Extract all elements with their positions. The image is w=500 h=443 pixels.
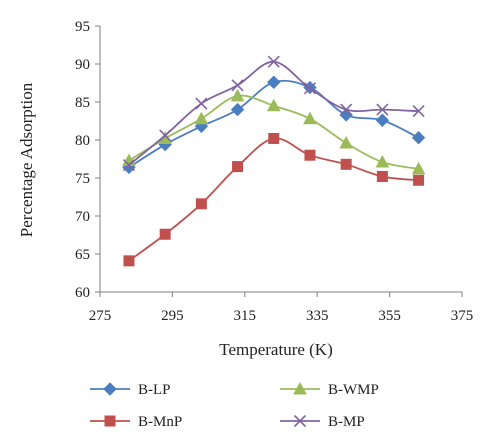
data-point <box>376 103 389 116</box>
axes <box>95 25 463 297</box>
data-point <box>375 113 390 127</box>
x-tick-label: 315 <box>234 308 257 324</box>
y-tick-label: 60 <box>75 285 90 301</box>
series-layer <box>122 55 426 267</box>
data-point <box>123 255 135 267</box>
data-point <box>195 198 207 210</box>
series-line <box>128 137 419 262</box>
x-axis-title: Temperature (K) <box>219 340 333 359</box>
legend-marker <box>104 415 116 427</box>
data-point <box>411 131 426 145</box>
data-point <box>413 174 425 186</box>
data-point <box>340 103 353 116</box>
x-tick-label: 295 <box>161 308 184 324</box>
data-point <box>340 158 352 170</box>
series-line <box>128 79 419 169</box>
y-tick-labels: 60 65 70 75 80 85 90 95 <box>75 19 90 301</box>
data-point <box>411 161 426 175</box>
legend-marker <box>103 382 117 396</box>
legend-label: B-MnP <box>138 414 182 430</box>
data-point <box>375 154 390 168</box>
y-tick-label: 95 <box>75 19 90 35</box>
y-tick-label: 75 <box>75 171 90 187</box>
data-point <box>230 102 245 117</box>
data-point <box>122 159 136 172</box>
data-point <box>195 97 208 110</box>
legend-item-b-mnp: B-MnP <box>90 414 182 430</box>
legend-label: B-LP <box>138 382 171 398</box>
x-tick-label: 275 <box>89 308 112 324</box>
data-point <box>303 111 317 125</box>
legend-item-b-mp: B-MP <box>280 414 365 430</box>
series-b-mnp <box>123 132 425 267</box>
series-b-mp <box>122 55 425 172</box>
data-point <box>159 129 172 142</box>
y-tick-label: 90 <box>75 57 90 73</box>
legend-marker <box>293 381 307 395</box>
x-tick-label: 335 <box>306 308 329 324</box>
y-tick-label: 80 <box>75 133 90 149</box>
legend-label: B-MP <box>328 414 365 430</box>
legend-item-b-wmp: B-WMP <box>280 381 379 398</box>
y-tick-label: 70 <box>75 209 90 225</box>
data-point <box>194 111 209 125</box>
data-point <box>303 82 317 95</box>
data-point <box>230 88 245 102</box>
legend-label: B-WMP <box>328 382 379 398</box>
y-axis-title: Percentage Adsorption <box>17 82 36 237</box>
series-b-lp <box>122 75 426 175</box>
data-point <box>159 228 171 240</box>
x-tick-labels: 275 295 315 335 355 375 <box>89 308 474 324</box>
data-point <box>267 75 281 89</box>
data-point <box>268 132 280 144</box>
data-point <box>412 105 425 118</box>
data-point <box>232 161 244 173</box>
data-point <box>376 170 388 182</box>
data-point <box>304 149 316 161</box>
x-tick-label: 355 <box>378 308 401 324</box>
y-tick-label: 65 <box>75 247 90 263</box>
data-point <box>266 98 281 112</box>
x-tick-label: 375 <box>451 308 474 324</box>
legend: B-LP B-WMP B-MnP B-MP <box>90 381 379 430</box>
legend-marker <box>293 414 307 428</box>
data-point <box>339 135 354 149</box>
data-point <box>231 79 244 92</box>
y-tick-label: 85 <box>75 95 90 111</box>
data-point <box>267 55 280 68</box>
legend-item-b-lp: B-LP <box>90 382 171 398</box>
